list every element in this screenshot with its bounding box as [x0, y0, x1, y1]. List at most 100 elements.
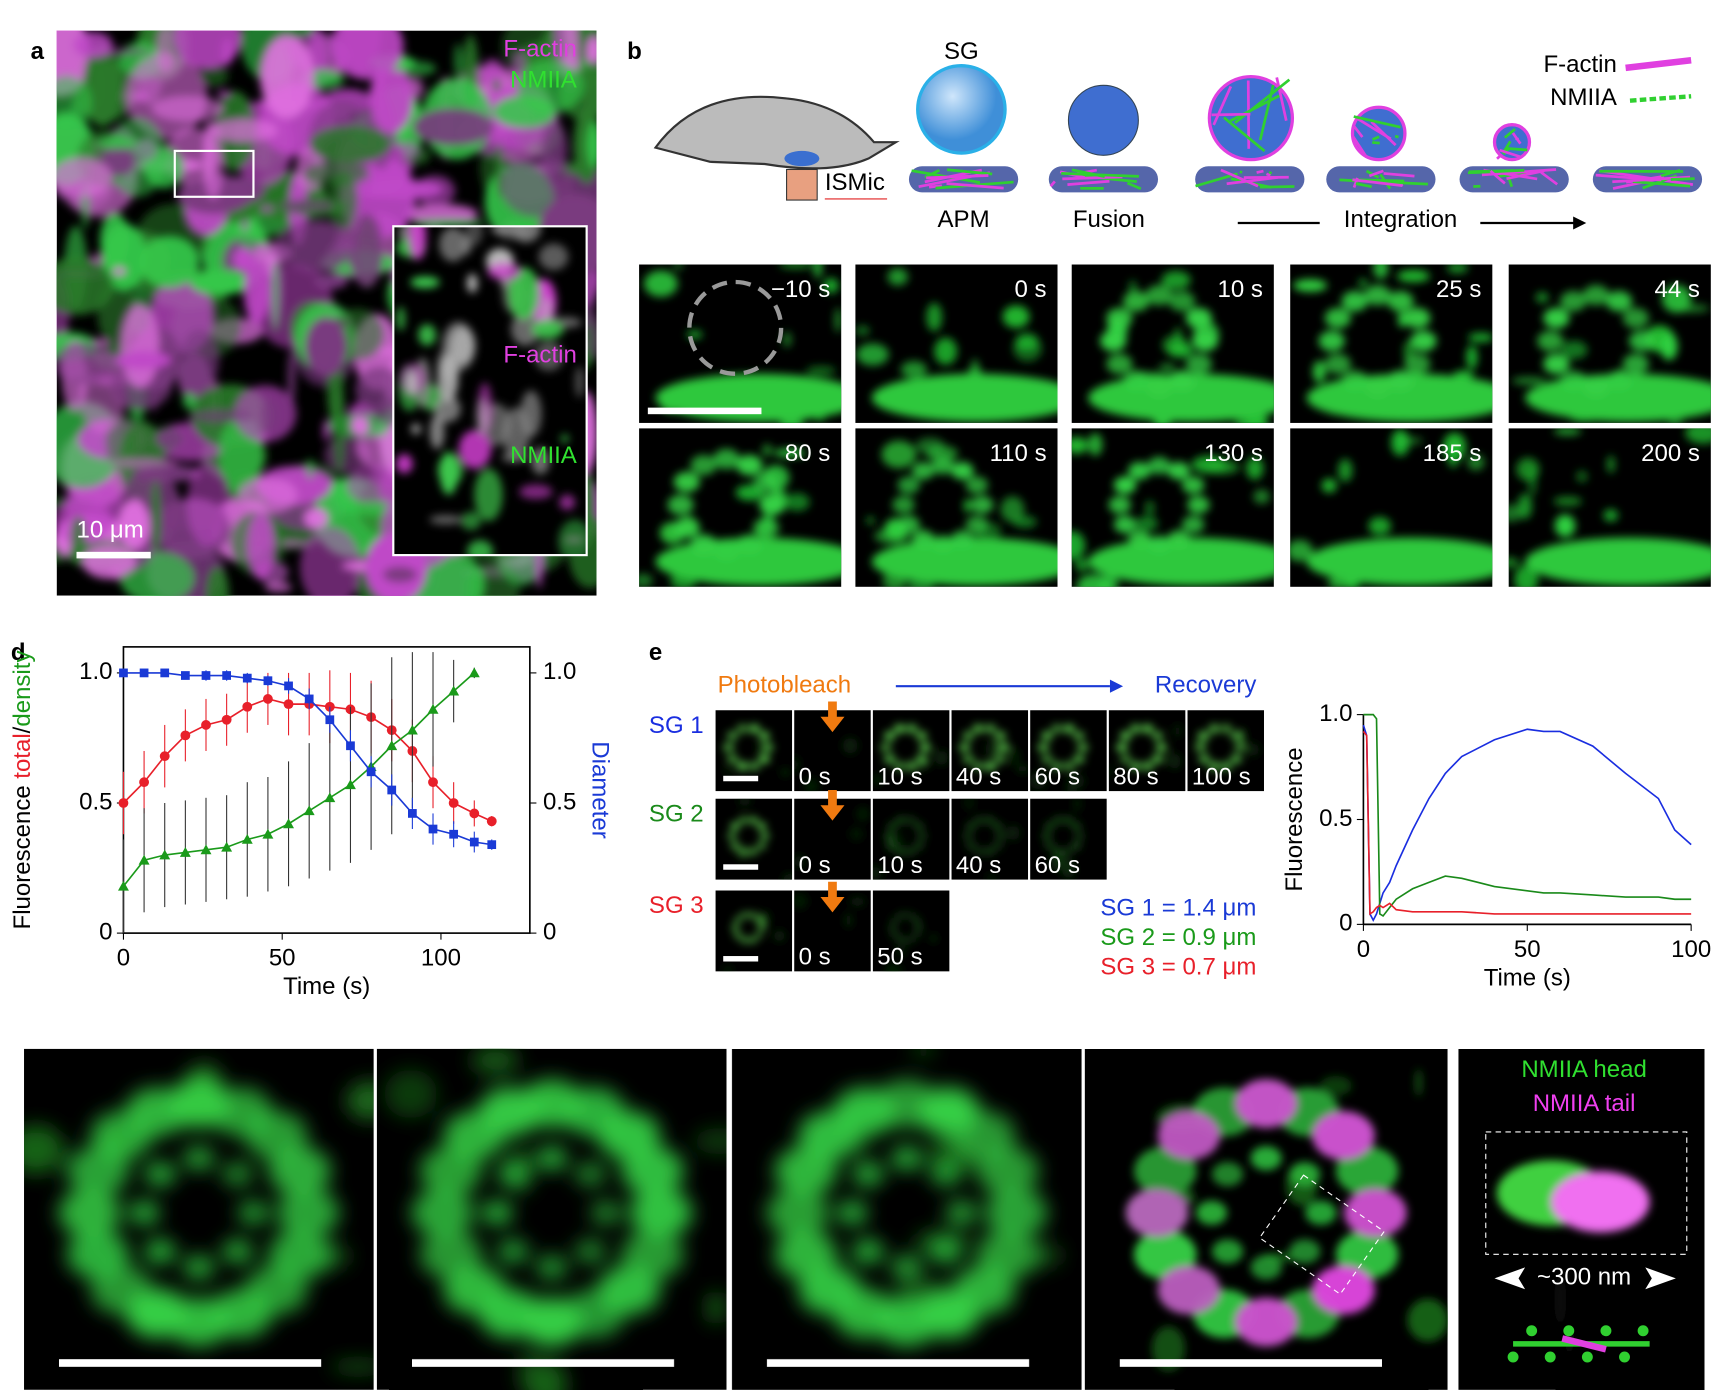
marker: [159, 849, 171, 860]
image-bg: [872, 798, 950, 880]
blob: [970, 496, 994, 514]
blob: [1364, 284, 1391, 306]
blob: [730, 841, 740, 850]
label: APM: [938, 206, 990, 233]
blob: [128, 1200, 160, 1225]
blob: [151, 480, 161, 555]
blob: [406, 371, 417, 397]
blob: [1147, 456, 1171, 475]
filament: [1352, 178, 1403, 187]
blob: [1318, 330, 1345, 352]
blob: [429, 414, 445, 450]
myosin-head: [1581, 1351, 1593, 1363]
blob: [1508, 557, 1520, 568]
blob: [755, 932, 763, 939]
blob: [1041, 754, 1053, 764]
blob: [538, 243, 569, 271]
blob: [287, 348, 296, 406]
blob: [727, 832, 737, 840]
panel-letter: e: [649, 639, 662, 666]
blob: [439, 227, 467, 262]
blob: [437, 354, 459, 403]
blob: [931, 535, 955, 553]
time-label: 80 s: [785, 440, 830, 467]
blob: [1324, 307, 1351, 329]
blob: [934, 750, 949, 766]
x-axis-label: Time (s): [1484, 964, 1571, 991]
blob: [306, 458, 314, 479]
blob: [897, 912, 906, 919]
label-part: total: [9, 733, 36, 778]
blob: [189, 269, 251, 295]
blob: [237, 1200, 270, 1225]
filament: [1126, 181, 1142, 190]
blob: [221, 1162, 254, 1187]
blob: [1396, 269, 1430, 283]
blob: [781, 768, 790, 777]
time-label: 40 s: [956, 763, 1001, 790]
blob: [493, 95, 556, 128]
label-part: Fluorescence: [9, 785, 36, 929]
marker: [325, 715, 335, 725]
blob: [1168, 370, 1196, 391]
blob: [998, 743, 1010, 752]
blob: [1145, 284, 1173, 306]
scale-bar: [723, 956, 759, 962]
filament: [1239, 170, 1243, 174]
blob: [1543, 353, 1570, 375]
blob: [1053, 816, 1063, 824]
marker: [324, 792, 336, 803]
blob: [1185, 353, 1212, 375]
myosin-head: [1526, 1325, 1538, 1337]
filament: [1265, 172, 1271, 177]
filament: [1372, 141, 1380, 145]
blob: [1073, 798, 1081, 813]
filament: [1394, 134, 1399, 139]
blob: [972, 724, 984, 734]
blob: [471, 1048, 519, 1076]
blob: [753, 517, 780, 539]
blob: [279, 199, 335, 213]
bleach-arrow: [820, 789, 845, 821]
filament: [946, 168, 993, 176]
blob: [82, 544, 136, 580]
blob: [1173, 723, 1182, 738]
time-label: 0 s: [799, 763, 831, 790]
blob: [906, 847, 916, 856]
blob: [507, 267, 540, 321]
blob: [836, 1200, 868, 1225]
blob: [1246, 456, 1264, 480]
blob: [1128, 280, 1137, 294]
label: NMIIA: [1550, 84, 1617, 111]
objective: [784, 150, 820, 167]
blob: [778, 264, 814, 269]
blob: [400, 141, 419, 160]
blob: [985, 874, 998, 880]
scale-bar: [723, 775, 759, 782]
blob: [1250, 1255, 1282, 1280]
marker: [486, 816, 497, 827]
blob: [1053, 847, 1063, 856]
blob: [497, 1162, 529, 1187]
filament: [1049, 180, 1056, 188]
blob: [268, 1146, 331, 1196]
marker: [180, 671, 190, 680]
image: [639, 444, 842, 587]
blob: [911, 530, 935, 548]
scale-bar: [766, 1359, 1030, 1367]
blob: [855, 325, 870, 336]
filament: [1540, 171, 1559, 186]
blob: [1144, 500, 1155, 516]
blob: [271, 253, 280, 332]
blob: [1071, 531, 1086, 560]
blob: [887, 268, 909, 286]
blob: [108, 458, 178, 468]
blob: [891, 932, 899, 939]
image: [874, 724, 949, 785]
blob: [1293, 279, 1328, 292]
blob: [96, 136, 136, 150]
blob: [721, 966, 734, 972]
blob: [1415, 1068, 1422, 1097]
marker: [469, 837, 479, 847]
